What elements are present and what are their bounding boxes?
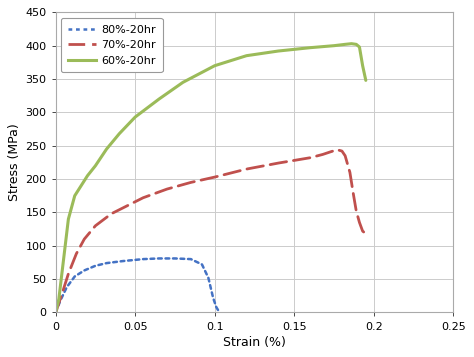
- 80%-20hr: [217, 310, 222, 315]
- Line: 70%-20hr: 70%-20hr: [55, 150, 366, 312]
- 60%-20hr: [307, 46, 313, 50]
- 60%-20hr: [212, 64, 218, 68]
- 60%-20hr: [363, 78, 369, 82]
- 80%-20hr: [140, 257, 146, 261]
- 60%-20hr: [56, 297, 62, 301]
- 60%-20hr: [78, 183, 84, 188]
- 70%-20hr: [339, 149, 345, 153]
- 60%-20hr: [117, 132, 122, 136]
- 60%-20hr: [356, 45, 362, 49]
- 80%-20hr: [213, 305, 219, 309]
- 70%-20hr: [363, 232, 369, 236]
- 80%-20hr: [119, 259, 125, 263]
- 70%-20hr: [275, 161, 281, 165]
- 70%-20hr: [124, 203, 130, 208]
- 60%-20hr: [349, 41, 355, 46]
- 70%-20hr: [350, 190, 356, 195]
- 70%-20hr: [328, 150, 334, 154]
- 70%-20hr: [188, 180, 194, 185]
- 80%-20hr: [188, 257, 194, 261]
- 80%-20hr: [156, 256, 162, 261]
- 70%-20hr: [307, 156, 313, 160]
- 70%-20hr: [360, 229, 365, 233]
- 70%-20hr: [82, 237, 87, 241]
- 60%-20hr: [92, 164, 98, 168]
- 70%-20hr: [59, 292, 65, 296]
- 70%-20hr: [164, 187, 170, 191]
- 60%-20hr: [53, 310, 58, 315]
- 80%-20hr: [210, 296, 216, 300]
- 80%-20hr: [104, 261, 109, 265]
- Line: 60%-20hr: 60%-20hr: [55, 44, 366, 312]
- 80%-20hr: [92, 263, 98, 268]
- 60%-20hr: [61, 257, 66, 261]
- 70%-20hr: [244, 167, 249, 171]
- 80%-20hr: [53, 310, 58, 315]
- 70%-20hr: [65, 272, 71, 276]
- 60%-20hr: [132, 115, 138, 119]
- 60%-20hr: [244, 54, 249, 58]
- 70%-20hr: [53, 310, 58, 315]
- 80%-20hr: [172, 256, 178, 261]
- 70%-20hr: [109, 212, 114, 216]
- 60%-20hr: [156, 97, 162, 101]
- 60%-20hr: [275, 49, 281, 53]
- 60%-20hr: [360, 64, 365, 68]
- 60%-20hr: [65, 217, 71, 221]
- 60%-20hr: [354, 42, 359, 46]
- 80%-20hr: [82, 268, 87, 273]
- 80%-20hr: [72, 274, 78, 278]
- 70%-20hr: [320, 152, 326, 156]
- 70%-20hr: [334, 147, 340, 152]
- 60%-20hr: [180, 80, 186, 85]
- 80%-20hr: [206, 276, 211, 280]
- 60%-20hr: [72, 193, 78, 198]
- X-axis label: Strain (%): Strain (%): [223, 336, 286, 349]
- 70%-20hr: [342, 154, 348, 158]
- 80%-20hr: [57, 298, 63, 303]
- 70%-20hr: [92, 223, 98, 228]
- 60%-20hr: [85, 174, 91, 178]
- Line: 80%-20hr: 80%-20hr: [55, 258, 219, 312]
- 80%-20hr: [199, 262, 205, 267]
- 70%-20hr: [356, 220, 362, 225]
- 70%-20hr: [212, 175, 218, 179]
- 70%-20hr: [140, 196, 146, 200]
- 70%-20hr: [354, 209, 359, 213]
- Legend: 80%-20hr, 70%-20hr, 60%-20hr: 80%-20hr, 70%-20hr, 60%-20hr: [61, 18, 163, 72]
- 60%-20hr: [331, 44, 337, 48]
- 80%-20hr: [64, 285, 70, 289]
- Y-axis label: Stress (MPa): Stress (MPa): [9, 124, 21, 201]
- 70%-20hr: [73, 252, 79, 256]
- 60%-20hr: [104, 147, 109, 151]
- 70%-20hr: [347, 170, 353, 175]
- 60%-20hr: [342, 42, 348, 46]
